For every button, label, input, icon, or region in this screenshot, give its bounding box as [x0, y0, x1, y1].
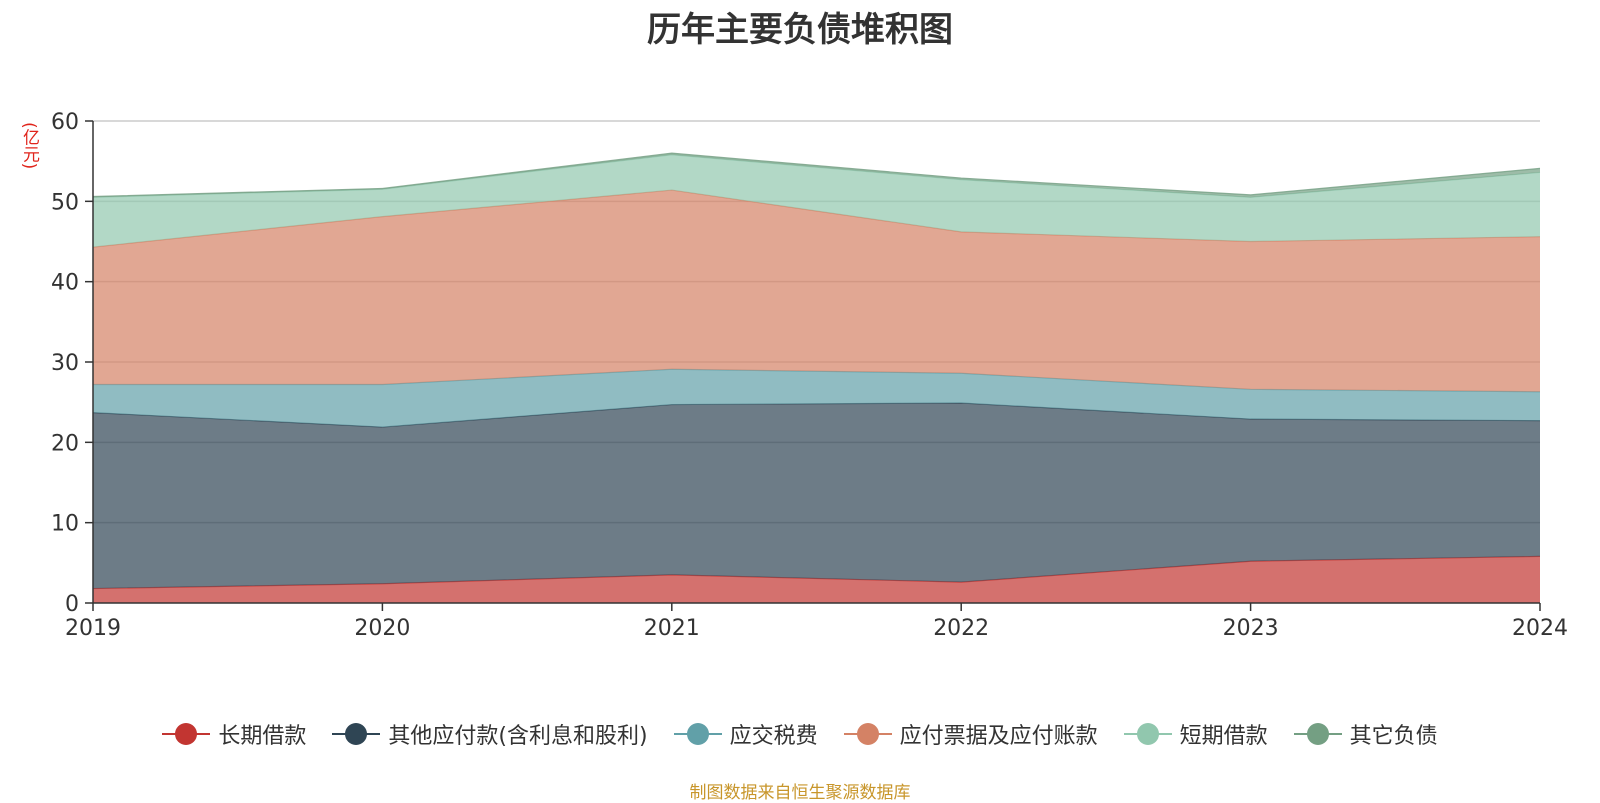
- area-series-3[interactable]: [93, 190, 1540, 392]
- area-series-1[interactable]: [93, 402, 1540, 589]
- y-tick-label: 20: [51, 431, 79, 456]
- x-tick-label: 2021: [644, 616, 700, 641]
- area-series: [92, 152, 1541, 603]
- area-series-0[interactable]: [93, 556, 1540, 603]
- legend-item[interactable]: 其他应付款(含利息和股利): [332, 718, 648, 750]
- legend-marker: [1123, 722, 1172, 746]
- legend-item[interactable]: 其它负债: [1293, 718, 1438, 750]
- x-tick-label: 2019: [65, 616, 121, 641]
- legend-marker: [843, 722, 892, 746]
- legend-label: 短期借款: [1179, 724, 1268, 749]
- legend-marker: [332, 722, 381, 746]
- x-tick-label: 2020: [354, 616, 410, 641]
- x-tick-label: 2022: [933, 616, 989, 641]
- y-tick-label: 50: [51, 190, 79, 215]
- x-tick-label: 2023: [1223, 616, 1279, 641]
- legend-item[interactable]: 应交税费: [673, 718, 818, 750]
- legend-marker: [162, 722, 211, 746]
- legend: 长期借款 其他应付款(含利息和股利) 应交税费 应付票据及应付账款 短期借款 其它负债: [0, 718, 1600, 750]
- chart-title: 历年主要负债堆积图: [647, 10, 953, 50]
- y-tick-label: 40: [51, 271, 79, 296]
- y-tick-label: 60: [51, 110, 79, 135]
- legend-marker: [673, 722, 722, 746]
- legend-item[interactable]: 长期借款: [162, 718, 306, 750]
- area-series-line-1: [92, 402, 1541, 428]
- area-series-line-3: [92, 189, 1541, 248]
- y-tick-label: 30: [51, 351, 79, 376]
- y-tick-label: 10: [51, 512, 79, 537]
- legend-label: 其他应付款(含利息和股利): [388, 724, 648, 749]
- area-series-4[interactable]: [93, 154, 1540, 248]
- legend-item[interactable]: 短期借款: [1123, 718, 1268, 750]
- legend-marker: [1293, 722, 1342, 746]
- area-series-line-5: [92, 152, 1541, 198]
- area-series-2[interactable]: [93, 369, 1540, 428]
- legend-label: 应付票据及应付账款: [899, 724, 1098, 749]
- legend-label: 其它负债: [1349, 724, 1438, 749]
- legend-label: 长期借款: [218, 724, 307, 749]
- data-source-note: 制图数据来自恒生聚源数据库: [689, 783, 911, 803]
- legend-label: 应交税费: [729, 724, 818, 749]
- legend-item[interactable]: 应付票据及应付账款: [843, 718, 1098, 750]
- axes: 0 10 20 30 40 50 60 2019 2020 2021 2022 2023 2024: [51, 110, 1568, 641]
- y-axis-unit: (亿元): [19, 122, 39, 170]
- x-tick-label: 2024: [1512, 616, 1568, 641]
- y-tick-label: 0: [65, 592, 79, 617]
